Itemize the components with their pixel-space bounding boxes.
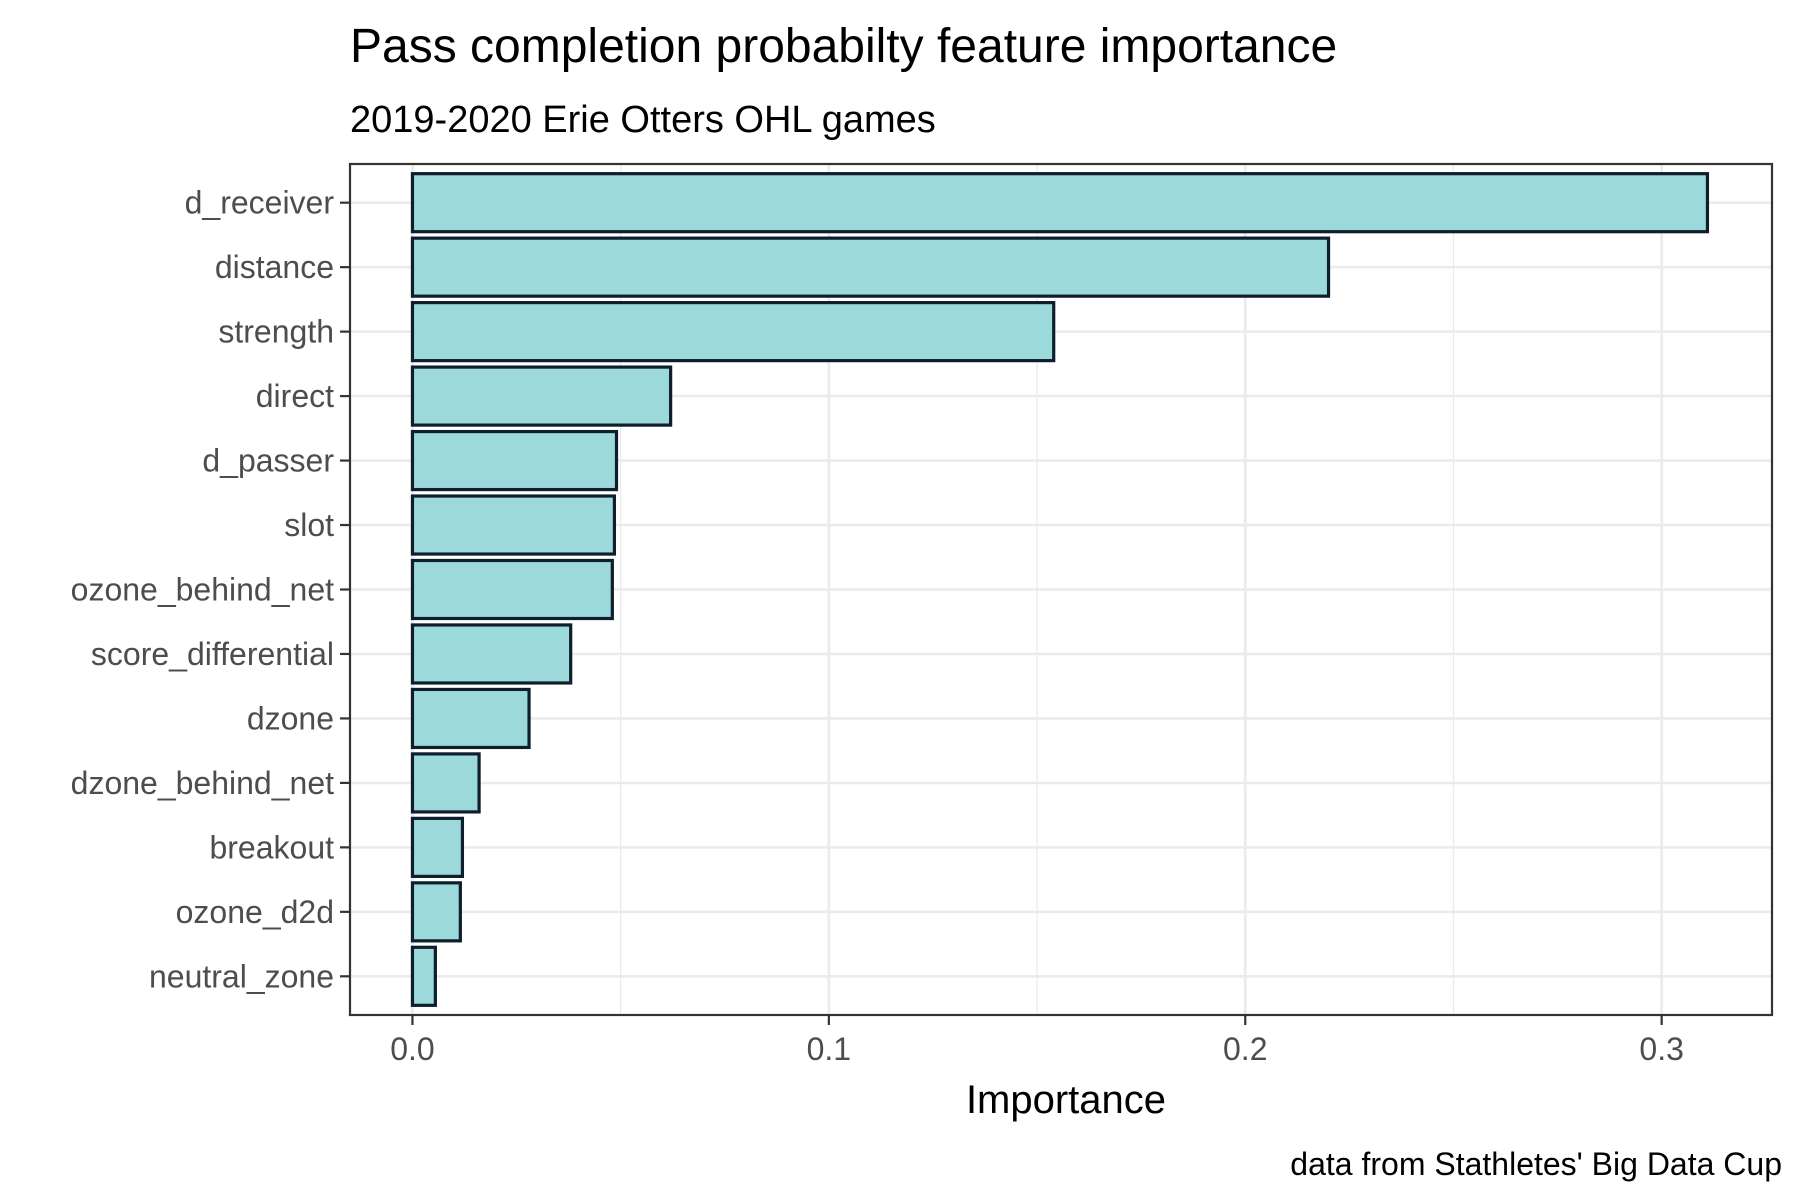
bar	[410, 881, 462, 943]
x-axis: 0.0 0.1 0.2 0.3	[390, 1015, 1684, 1067]
y-tick-label: neutral_zone	[149, 958, 334, 994]
bar	[410, 752, 481, 814]
bar	[410, 623, 573, 685]
bar	[410, 301, 1056, 363]
chart-subtitle: 2019-2020 Erie Otters OHL games	[350, 99, 936, 141]
y-tick-label: breakout	[209, 829, 334, 865]
y-tick-label: distance	[215, 249, 334, 285]
bar	[410, 816, 465, 878]
y-tick-label: score_differential	[91, 636, 334, 672]
bar	[410, 429, 619, 492]
x-tick-label: 0.2	[1223, 1031, 1267, 1067]
chart-caption: data from Stathletes' Big Data Cup	[1290, 1146, 1782, 1182]
y-tick-label: d_receiver	[185, 185, 335, 221]
y-tick-label: direct	[256, 378, 334, 414]
bar	[410, 236, 1331, 298]
y-tick-label: strength	[218, 314, 334, 350]
y-tick-label: dzone_behind_net	[71, 765, 334, 801]
x-axis-label: Importance	[966, 1078, 1166, 1122]
bar	[410, 365, 673, 427]
x-tick-label: 0.0	[390, 1031, 434, 1067]
x-tick-label: 0.1	[807, 1031, 851, 1067]
bar	[410, 945, 437, 1007]
chart-title: Pass completion probabilty feature impor…	[350, 20, 1337, 73]
x-tick-label: 0.3	[1639, 1031, 1683, 1067]
y-tick-label: ozone_d2d	[176, 894, 334, 930]
y-axis: d_receiver distance strength direct d_passer…	[71, 185, 350, 994]
bar	[410, 558, 614, 621]
bars	[410, 172, 1710, 1007]
y-tick-label: slot	[284, 507, 334, 543]
bar	[410, 687, 531, 750]
y-tick-label: ozone_behind_net	[71, 572, 334, 608]
y-tick-label: d_passer	[202, 443, 334, 479]
bar	[410, 494, 617, 556]
y-tick-label: dzone	[247, 700, 334, 736]
bar	[410, 172, 1710, 234]
